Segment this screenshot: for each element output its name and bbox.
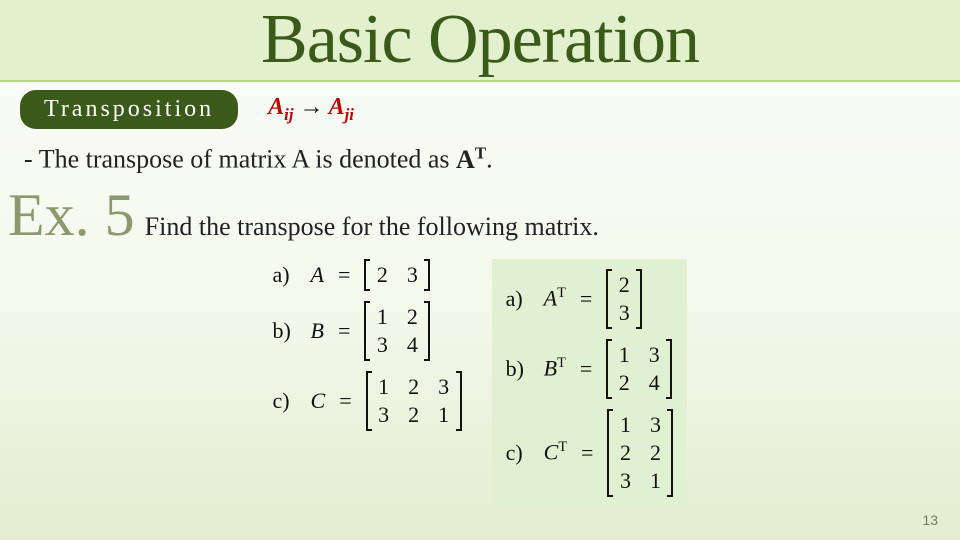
matrix-cell: 1 xyxy=(618,342,630,368)
matrix-cell: 3 xyxy=(649,412,661,438)
matrix: 23 xyxy=(364,259,430,291)
slide: Basic Operation Transposition Aij → Aji … xyxy=(0,0,960,540)
body-bold-a: A xyxy=(456,145,475,174)
example-text: Find the transpose for the following mat… xyxy=(145,212,599,242)
problem-row: c) C = 123 321 xyxy=(273,371,462,431)
matrix-cell: 2 xyxy=(408,374,420,400)
body-sup-t: T xyxy=(475,143,486,162)
problem-label: c) xyxy=(506,440,534,466)
example-row: Ex. 5 Find the transpose for the followi… xyxy=(0,181,960,245)
matrix-cell: 1 xyxy=(649,468,661,494)
problem-lhs: B xyxy=(311,318,324,344)
body-suffix: . xyxy=(486,145,493,174)
equals-sign: = xyxy=(581,440,593,466)
matrix-cell: 4 xyxy=(406,332,418,358)
matrix-cell: 1 xyxy=(438,402,450,428)
problem-row: b) BT = 1324 xyxy=(506,339,674,399)
matrix: 1324 xyxy=(606,339,672,399)
matrix: 1234 xyxy=(364,301,430,361)
problem-row: c)CT=132231 xyxy=(506,409,674,497)
equals-sign: = xyxy=(338,262,350,288)
matrix-cell: 4 xyxy=(648,370,660,396)
matrix-cell: 3 xyxy=(619,468,631,494)
problem-lhs: C xyxy=(311,388,326,414)
matrix-cell: 2 xyxy=(408,402,420,428)
body-prefix: - The transpose of matrix A is denoted a… xyxy=(24,145,456,174)
problem-lhs: A xyxy=(311,262,324,288)
problems-area: a)A=23b)B=1234c)C=123321 a)AT=23b)BT=132… xyxy=(0,245,960,507)
problem-lhs: BT xyxy=(544,355,566,381)
problem-label: a) xyxy=(506,286,534,312)
equals-sign: = xyxy=(339,388,351,414)
matrix-cell: 2 xyxy=(649,440,661,466)
matrix-cell: 3 xyxy=(376,332,388,358)
matrix: 132231 xyxy=(607,409,673,497)
equals-sign: = xyxy=(580,286,592,312)
body-text: - The transpose of matrix A is denoted a… xyxy=(0,129,960,181)
matrix-cell: 2 xyxy=(618,370,630,396)
matrix-cell: 3 xyxy=(648,342,660,368)
matrix-cell: 3 xyxy=(406,262,418,288)
problem-lhs: AT xyxy=(544,285,566,311)
problem-label: b) xyxy=(273,318,301,344)
problem-label: c) xyxy=(273,388,301,414)
problem-lhs: CT xyxy=(544,439,567,465)
matrix-cell: 2 xyxy=(376,262,388,288)
formula-rhs: Aji xyxy=(329,94,354,120)
matrix-cell: 2 xyxy=(618,272,630,298)
matrix-cell: 3 xyxy=(618,300,630,326)
title-band-inner: Basic Operation xyxy=(0,0,960,80)
problem-label: a) xyxy=(273,262,301,288)
matrix: 123 321 xyxy=(366,371,462,431)
problem-row: b) B = 1234 xyxy=(273,301,462,361)
problems-left-column: a)A=23b)B=1234c)C=123321 xyxy=(273,259,462,507)
title-band: Basic Operation xyxy=(0,0,960,82)
equals-sign: = xyxy=(338,318,350,344)
problems-right-column: a)AT=23b)BT=1324c)CT=132231 xyxy=(492,259,688,507)
matrix-cell: 2 xyxy=(406,304,418,330)
matrix-cell: 1 xyxy=(376,304,388,330)
matrix-cell: 1 xyxy=(619,412,631,438)
matrix-cell: 1 xyxy=(378,374,390,400)
matrix-cell: 3 xyxy=(438,374,450,400)
equals-sign: = xyxy=(580,356,592,382)
subtitle-pill: Transposition xyxy=(20,90,238,129)
page-number: 13 xyxy=(922,512,938,528)
problem-row: a) A = 23 xyxy=(273,259,462,291)
example-label: Ex. 5 xyxy=(8,185,135,245)
matrix-cell: 3 xyxy=(378,402,390,428)
matrix-cell: 2 xyxy=(619,440,631,466)
formula-arrow: → xyxy=(300,94,324,120)
transpose-formula: Aij → Aji xyxy=(268,94,354,125)
subtitle-row: Transposition Aij → Aji xyxy=(0,82,960,129)
page-title: Basic Operation xyxy=(0,0,960,80)
formula-lhs: Aij xyxy=(268,94,293,120)
problem-row: a) AT = 23 xyxy=(506,269,674,329)
problem-label: b) xyxy=(506,356,534,382)
matrix: 23 xyxy=(606,269,642,329)
